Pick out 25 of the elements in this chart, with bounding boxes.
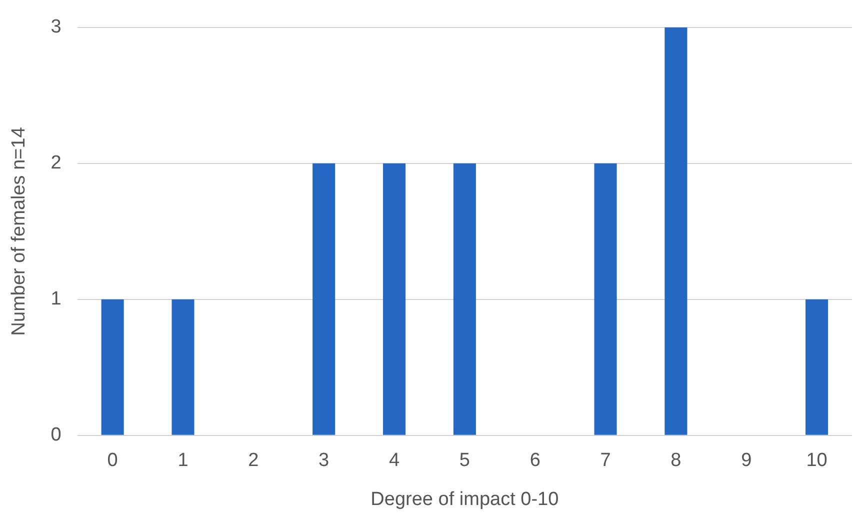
x-tick-label: 6 [530,450,540,472]
y-axis-title: Number of females n=14 [8,126,30,336]
bar [382,163,406,435]
x-tick-label: 5 [459,450,470,472]
bar [312,163,336,435]
bar [172,299,194,435]
x-tick-label: 2 [248,450,259,472]
x-tick-label: 10 [806,450,828,472]
bar [664,27,688,435]
y-tick-label: 1 [50,288,62,310]
bar [101,299,124,435]
x-tick-label: 4 [388,450,400,472]
x-tick-label: 9 [741,450,752,472]
y-tick-label: 3 [50,16,62,38]
y-tick-label: 0 [50,424,62,446]
bar [453,163,476,435]
x-tick-label: 7 [600,450,611,472]
x-tick-label: 1 [178,450,188,472]
bar [806,299,828,435]
y-tick-label: 2 [50,152,62,174]
bar [594,163,617,435]
x-tick-label: 0 [107,450,118,472]
x-tick-label: 8 [670,450,682,472]
x-tick-label: 3 [318,450,330,472]
x-axis-title: Degree of impact 0-10 [370,488,559,510]
